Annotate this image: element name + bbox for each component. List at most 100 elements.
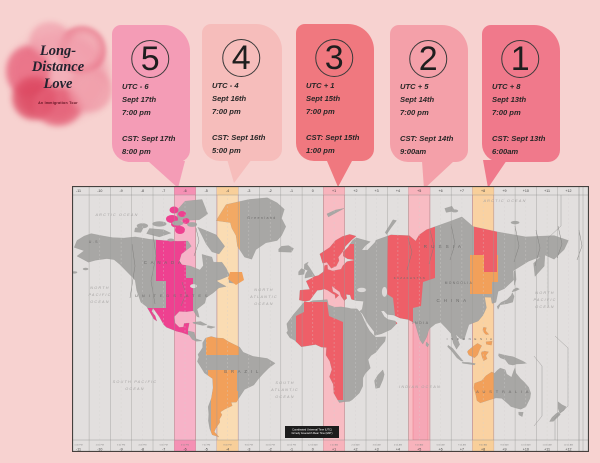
svg-text:OCEAN: OCEAN bbox=[275, 395, 295, 399]
svg-text:A U S T R A L I A: A U S T R A L I A bbox=[476, 389, 530, 394]
svg-text:+4: +4 bbox=[396, 189, 400, 193]
svg-text:formerly Greenwich Mean Time (: formerly Greenwich Mean Time (GMT) bbox=[292, 432, 333, 435]
svg-text:ATLANTIC: ATLANTIC bbox=[270, 388, 299, 392]
svg-text:2:00 PM: 2:00 PM bbox=[96, 445, 104, 447]
svg-text:+11: +11 bbox=[544, 189, 550, 193]
svg-text:NORTH: NORTH bbox=[535, 291, 554, 295]
svg-text:B R A Z I L: B R A Z I L bbox=[224, 369, 259, 374]
svg-text:5:00 AM: 5:00 AM bbox=[415, 444, 423, 447]
svg-text:0: 0 bbox=[312, 189, 314, 193]
svg-text:-11: -11 bbox=[76, 448, 81, 452]
svg-text:6:00 PM: 6:00 PM bbox=[181, 445, 189, 447]
svg-text:-11: -11 bbox=[76, 189, 81, 193]
svg-text:+1: +1 bbox=[332, 448, 336, 452]
svg-text:+6: +6 bbox=[439, 189, 443, 193]
svg-text:10:00 PM: 10:00 PM bbox=[266, 445, 276, 447]
svg-text:0: 0 bbox=[312, 448, 314, 452]
svg-text:-6: -6 bbox=[183, 189, 186, 193]
svg-text:+11: +11 bbox=[544, 448, 550, 452]
svg-text:8:00 PM: 8:00 PM bbox=[223, 445, 231, 447]
svg-text:PACIFIC: PACIFIC bbox=[533, 298, 556, 302]
svg-text:NORTH: NORTH bbox=[254, 288, 273, 292]
svg-text:11:00 AM: 11:00 AM bbox=[543, 444, 552, 447]
svg-text:OCEAN: OCEAN bbox=[90, 300, 110, 304]
svg-text:-10: -10 bbox=[97, 189, 102, 193]
svg-text:-3: -3 bbox=[247, 448, 250, 452]
svg-text:ARCTIC OCEAN: ARCTIC OCEAN bbox=[482, 199, 526, 203]
svg-text:+8: +8 bbox=[481, 448, 485, 452]
svg-text:3:00 AM: 3:00 AM bbox=[373, 444, 381, 447]
svg-text:OCEAN: OCEAN bbox=[254, 302, 274, 306]
svg-text:U N I T E D S T A T E S: U N I T E D S T A T E S bbox=[135, 293, 209, 298]
svg-text:-8: -8 bbox=[141, 189, 144, 193]
svg-text:10:00 AM: 10:00 AM bbox=[521, 444, 530, 447]
svg-text:INDIAN OCEAN: INDIAN OCEAN bbox=[399, 385, 441, 389]
svg-text:-1: -1 bbox=[290, 448, 293, 452]
svg-text:+3: +3 bbox=[375, 448, 379, 452]
svg-text:4:00 PM: 4:00 PM bbox=[138, 445, 146, 447]
svg-text:I N D O N E S I A: I N D O N E S I A bbox=[447, 337, 494, 341]
svg-text:12:00 AM: 12:00 AM bbox=[564, 444, 573, 447]
svg-text:1:00 AM: 1:00 AM bbox=[330, 444, 338, 447]
svg-text:KAZAKHSTAN: KAZAKHSTAN bbox=[394, 276, 426, 280]
svg-text:-6: -6 bbox=[183, 448, 186, 452]
svg-text:-7: -7 bbox=[162, 448, 165, 452]
svg-text:-4: -4 bbox=[226, 189, 229, 193]
svg-text:6:00 AM: 6:00 AM bbox=[437, 444, 445, 447]
svg-text:+10: +10 bbox=[523, 189, 529, 193]
svg-text:+7: +7 bbox=[460, 189, 464, 193]
svg-text:Coordinated Universal Time (UT: Coordinated Universal Time (UTC) bbox=[292, 428, 332, 432]
svg-text:C A N A D A: C A N A D A bbox=[144, 260, 183, 265]
svg-text:1:00 PM: 1:00 PM bbox=[74, 445, 82, 447]
svg-text:+7: +7 bbox=[460, 448, 464, 452]
svg-text:U.S.: U.S. bbox=[89, 240, 102, 244]
svg-text:-8: -8 bbox=[141, 448, 144, 452]
svg-text:C H I N A: C H I N A bbox=[437, 298, 468, 303]
svg-text:MONGOLIA: MONGOLIA bbox=[445, 281, 473, 285]
svg-text:-4: -4 bbox=[226, 448, 229, 452]
svg-text:-5: -5 bbox=[205, 189, 208, 193]
svg-text:Greenland: Greenland bbox=[247, 216, 276, 220]
svg-text:2:00 AM: 2:00 AM bbox=[351, 444, 359, 447]
svg-text:-2: -2 bbox=[269, 189, 272, 193]
svg-text:+9: +9 bbox=[502, 448, 506, 452]
svg-text:4:00 AM: 4:00 AM bbox=[394, 444, 402, 447]
svg-text:+8: +8 bbox=[481, 189, 485, 193]
svg-text:ATLANTIC: ATLANTIC bbox=[249, 295, 278, 299]
svg-text:NORTH: NORTH bbox=[90, 286, 109, 290]
svg-text:-2: -2 bbox=[269, 448, 272, 452]
svg-text:-9: -9 bbox=[119, 189, 122, 193]
svg-text:7:00 AM: 7:00 AM bbox=[458, 444, 466, 447]
svg-text:R U S S I A: R U S S I A bbox=[424, 244, 463, 249]
svg-text:+9: +9 bbox=[502, 189, 506, 193]
svg-text:-7: -7 bbox=[162, 189, 165, 193]
svg-text:+10: +10 bbox=[523, 448, 529, 452]
svg-text:+4: +4 bbox=[396, 448, 400, 452]
svg-text:7:00 PM: 7:00 PM bbox=[202, 445, 210, 447]
svg-text:9:00 PM: 9:00 PM bbox=[245, 445, 253, 447]
svg-text:5:00 PM: 5:00 PM bbox=[160, 445, 168, 447]
svg-text:+12: +12 bbox=[565, 189, 571, 193]
svg-text:SOUTH PACIFIC: SOUTH PACIFIC bbox=[113, 380, 158, 384]
svg-text:+5: +5 bbox=[417, 189, 421, 193]
svg-text:+2: +2 bbox=[353, 448, 357, 452]
svg-text:PACIFIC: PACIFIC bbox=[88, 293, 111, 297]
svg-text:+1: +1 bbox=[332, 189, 336, 193]
svg-text:9:00 AM: 9:00 AM bbox=[500, 444, 508, 447]
svg-text:-9: -9 bbox=[119, 448, 122, 452]
svg-text:8:00 AM: 8:00 AM bbox=[479, 444, 487, 447]
svg-text:+3: +3 bbox=[375, 189, 379, 193]
svg-text:SOUTH: SOUTH bbox=[275, 381, 294, 385]
svg-text:INDIA: INDIA bbox=[412, 321, 429, 325]
svg-text:-1: -1 bbox=[290, 189, 293, 193]
svg-text:-10: -10 bbox=[97, 448, 102, 452]
svg-text:+12: +12 bbox=[565, 448, 571, 452]
svg-text:OCEAN: OCEAN bbox=[125, 387, 145, 391]
svg-text:ARCTIC OCEAN: ARCTIC OCEAN bbox=[94, 213, 138, 217]
svg-text:-5: -5 bbox=[205, 448, 208, 452]
svg-text:+2: +2 bbox=[353, 189, 357, 193]
svg-text:3:00 PM: 3:00 PM bbox=[117, 445, 125, 447]
svg-text:-3: -3 bbox=[247, 189, 250, 193]
svg-text:OCEAN: OCEAN bbox=[535, 305, 555, 309]
svg-text:+5: +5 bbox=[417, 448, 421, 452]
